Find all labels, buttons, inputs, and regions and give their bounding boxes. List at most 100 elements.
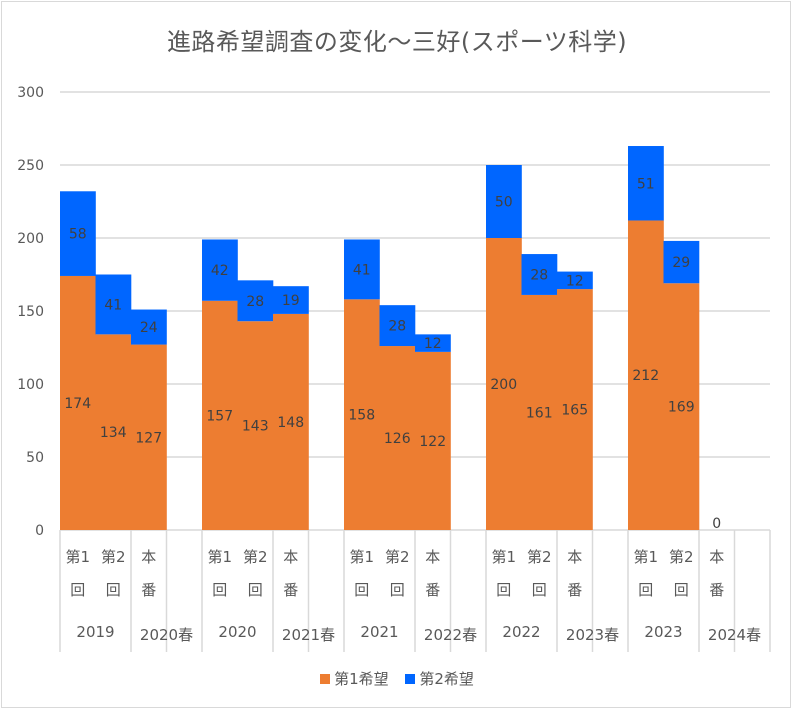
x-subcategory-label: 本 bbox=[141, 548, 156, 566]
x-subcategory-label: 第2 bbox=[527, 548, 552, 566]
x-subcategory-label: 第1 bbox=[633, 548, 658, 566]
x-group-label: 2021 bbox=[360, 623, 398, 641]
x-subcategory-label: 番 bbox=[425, 581, 440, 599]
data-label: 143 bbox=[242, 419, 269, 435]
x-group-label: 2020 bbox=[218, 623, 256, 641]
data-label: 19 bbox=[282, 293, 300, 309]
x-subcategory-label: 回 bbox=[212, 581, 227, 599]
data-label: 58 bbox=[69, 227, 87, 243]
bar-segment bbox=[663, 240, 700, 284]
data-label: 28 bbox=[246, 294, 264, 310]
y-tick-label: 150 bbox=[17, 304, 44, 320]
x-subcategory-label: 第2 bbox=[385, 548, 410, 566]
data-label: 200 bbox=[490, 377, 517, 393]
data-label: 41 bbox=[353, 262, 371, 278]
bar-segment bbox=[344, 299, 380, 530]
x-subcategory-label: 回 bbox=[638, 581, 653, 599]
data-label: 165 bbox=[561, 403, 588, 419]
y-tick-label: 100 bbox=[17, 377, 44, 393]
legend-label: 第2希望 bbox=[419, 670, 474, 688]
bar-segment bbox=[273, 286, 309, 314]
bar-segment bbox=[521, 294, 558, 530]
x-subcategory-label: 回 bbox=[106, 581, 121, 599]
bar-segment bbox=[415, 334, 451, 352]
x-group-label: 2022春 bbox=[424, 626, 477, 644]
x-group-label: 2019 bbox=[76, 623, 114, 641]
legend: 第1希望 第2希望 bbox=[0, 668, 794, 689]
bar-segment bbox=[131, 309, 167, 345]
bar-segment bbox=[344, 239, 380, 300]
data-label: 24 bbox=[140, 320, 158, 336]
x-subcategory-label: 本 bbox=[709, 548, 724, 566]
x-subcategory-label: 回 bbox=[496, 581, 511, 599]
data-label: 41 bbox=[104, 297, 122, 313]
bar-segment bbox=[237, 280, 274, 322]
legend-swatch-first-choice bbox=[320, 673, 331, 684]
x-subcategory-label: 本 bbox=[425, 548, 440, 566]
x-subcategory-label: 第2 bbox=[101, 548, 126, 566]
data-label: 127 bbox=[135, 430, 162, 446]
x-group-label: 2021春 bbox=[282, 626, 335, 644]
bar-segment bbox=[379, 346, 416, 530]
x-subcategory-label: 番 bbox=[567, 581, 582, 599]
y-tick-label: 0 bbox=[35, 523, 44, 539]
data-label: 126 bbox=[384, 431, 411, 447]
data-label: 158 bbox=[348, 408, 375, 424]
x-subcategory-label: 回 bbox=[354, 581, 369, 599]
data-label: 134 bbox=[100, 425, 127, 441]
x-group-label: 2023 bbox=[644, 623, 682, 641]
x-subcategory-label: 回 bbox=[70, 581, 85, 599]
bar-segment bbox=[95, 274, 132, 335]
x-group-label: 2023春 bbox=[566, 626, 619, 644]
x-subcategory-label: 回 bbox=[532, 581, 547, 599]
bar-segment bbox=[202, 239, 238, 301]
y-tick-label: 50 bbox=[26, 450, 44, 466]
bar-segment bbox=[628, 146, 664, 221]
data-label: 28 bbox=[388, 319, 406, 335]
x-subcategory-label: 回 bbox=[674, 581, 689, 599]
x-subcategory-label: 回 bbox=[390, 581, 405, 599]
legend-item-second-choice: 第2希望 bbox=[405, 668, 474, 689]
data-label: 28 bbox=[530, 268, 548, 284]
bar-segment bbox=[415, 351, 451, 530]
y-tick-label: 250 bbox=[17, 158, 44, 174]
data-label: 148 bbox=[277, 415, 304, 431]
bar-segment bbox=[557, 271, 593, 290]
data-labels: 174 58 134 41 127 24 157 42 143 28 148 19 158 41 126 28… bbox=[64, 176, 721, 532]
bar-segment bbox=[273, 313, 309, 530]
data-label: 42 bbox=[211, 263, 229, 279]
bar-segment bbox=[60, 191, 96, 276]
legend-item-first-choice: 第1希望 bbox=[320, 668, 389, 689]
data-label: 212 bbox=[632, 368, 659, 384]
x-subcategory-label: 回 bbox=[248, 581, 263, 599]
x-group-label: 2024春 bbox=[708, 626, 761, 644]
bar-segment bbox=[60, 275, 96, 530]
x-subcategory-label: 第2 bbox=[669, 548, 694, 566]
x-subcategory-label: 第1 bbox=[349, 548, 374, 566]
bar-segment bbox=[202, 300, 238, 530]
bar-segment bbox=[95, 334, 132, 530]
data-label: 51 bbox=[637, 176, 655, 192]
x-subcategory-label: 本 bbox=[283, 548, 298, 566]
data-label: 29 bbox=[672, 255, 690, 271]
chart-title: 進路希望調査の変化～三好(スポーツ科学) bbox=[166, 28, 628, 56]
x-subcategory-label: 第2 bbox=[243, 548, 268, 566]
bar-segment bbox=[521, 254, 558, 295]
x-subcategory-label: 番 bbox=[283, 581, 298, 599]
x-subcategory-label: 番 bbox=[709, 581, 724, 599]
x-subcategory-label: 番 bbox=[141, 581, 156, 599]
bar-segment bbox=[131, 344, 167, 530]
x-group-label: 2020春 bbox=[140, 626, 193, 644]
legend-swatch-second-choice bbox=[405, 673, 416, 684]
bar-segment bbox=[486, 165, 522, 238]
legend-label: 第1希望 bbox=[334, 670, 389, 688]
data-label: 161 bbox=[526, 405, 553, 421]
x-subcategory-label: 第1 bbox=[207, 548, 232, 566]
x-subcategory-label: 第1 bbox=[65, 548, 90, 566]
x-group-label: 2022 bbox=[502, 623, 540, 641]
bar-segment bbox=[557, 289, 593, 530]
x-subcategory-label: 本 bbox=[567, 548, 582, 566]
bar-segment bbox=[379, 305, 416, 347]
bars bbox=[60, 146, 700, 531]
